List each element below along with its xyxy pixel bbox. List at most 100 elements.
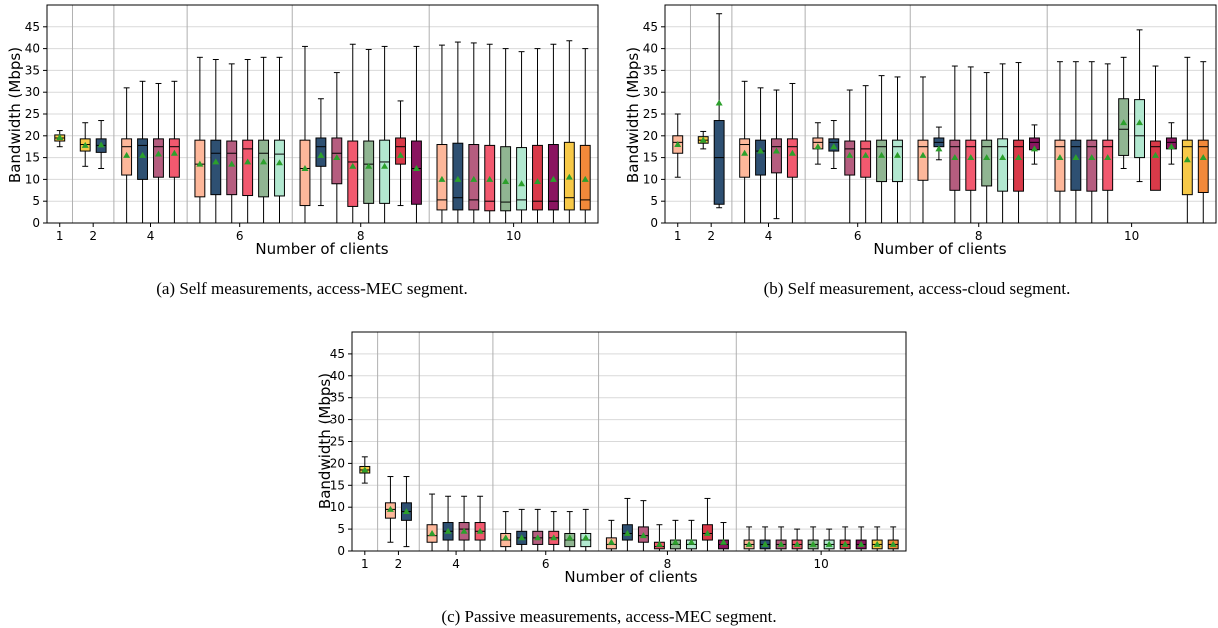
mean-marker: [655, 540, 663, 547]
x-tick-label: 10: [813, 557, 828, 571]
y-tick-label: 35: [330, 391, 345, 405]
y-tick-label: 0: [650, 216, 658, 230]
box: [379, 139, 391, 204]
mean-marker: [809, 540, 817, 547]
mean-marker: [397, 151, 405, 158]
box: [1150, 140, 1161, 191]
x-tick-label: 8: [664, 557, 672, 571]
y-tick-label: 15: [330, 478, 345, 492]
mean-marker: [228, 160, 236, 167]
axes-frame: [664, 4, 1217, 224]
x-tick-label: 4: [765, 229, 773, 243]
mean-marker: [889, 540, 897, 547]
box: [981, 139, 993, 187]
mean-marker: [999, 154, 1007, 161]
box: [331, 137, 343, 185]
mean-marker: [502, 178, 510, 185]
mean-marker: [402, 508, 410, 515]
y-tick-label: 5: [650, 194, 658, 208]
mean-marker: [1167, 143, 1175, 150]
mean-marker: [951, 154, 959, 161]
mean-marker: [454, 175, 462, 182]
mean-marker: [814, 143, 822, 150]
x-tick-label: 10: [506, 229, 521, 243]
mean-marker: [486, 175, 494, 182]
mean-marker: [841, 540, 849, 547]
mean-marker: [788, 149, 796, 156]
y-tick-label: 30: [643, 85, 658, 99]
mean-marker: [935, 145, 943, 152]
x-tick-label: 1: [56, 229, 64, 243]
mean-marker: [878, 151, 886, 158]
mean-marker: [550, 534, 558, 541]
x-tick-label: 6: [542, 557, 550, 571]
mean-marker: [719, 538, 727, 545]
mean-marker: [671, 538, 679, 545]
x-tick-label: 8: [975, 229, 983, 243]
x-tick-label: 4: [147, 229, 155, 243]
box: [299, 139, 311, 207]
mean-marker: [846, 151, 854, 158]
mean-marker: [715, 99, 723, 106]
figure-caption: (c) Passive measurements, access-MEC seg…: [441, 607, 776, 626]
chart-panel-b: 0 5 10 15 20 25 30 35 40 45 1 2 4 6 8 10 Bandwidth (Mbp…: [624, 4, 1217, 298]
mean-marker: [476, 527, 484, 534]
mean-marker: [470, 175, 478, 182]
mean-marker: [412, 165, 420, 171]
mean-marker: [745, 540, 753, 547]
box: [1086, 139, 1098, 192]
x-tick-label: 6: [236, 229, 244, 243]
mean-marker: [349, 162, 357, 169]
y-tick-label: 40: [330, 369, 345, 383]
box: [876, 139, 888, 183]
box: [242, 139, 254, 197]
y-tick-label: 10: [643, 172, 658, 186]
x-tick-label: 10: [1124, 229, 1139, 243]
mean-marker: [857, 540, 865, 547]
mean-marker: [967, 154, 975, 161]
box: [1181, 139, 1193, 196]
mean-marker: [361, 466, 369, 473]
mean-marker: [894, 151, 902, 158]
mean-marker: [687, 538, 695, 545]
mean-marker: [639, 532, 647, 539]
box: [844, 140, 856, 176]
y-tick-label: 15: [643, 151, 658, 165]
mean-marker: [139, 151, 147, 158]
mean-marker: [276, 159, 284, 166]
box: [411, 140, 422, 205]
mean-marker: [1030, 145, 1038, 152]
y-tick-label: 40: [25, 42, 40, 56]
y-axis-label: Bandwidth (Mbps): [316, 373, 334, 509]
mean-marker: [1151, 151, 1159, 158]
mean-marker: [919, 151, 927, 158]
mean-marker: [761, 540, 769, 547]
box: [892, 139, 903, 183]
y-tick-label: 0: [32, 216, 40, 230]
box: [347, 140, 359, 207]
mean-marker: [97, 141, 105, 148]
mean-marker: [1120, 119, 1128, 126]
plot-area: 0 5 10 15 20 25 30 35 40 45 1 2 4 6 8 10: [25, 4, 599, 243]
mean-marker: [549, 175, 557, 182]
mean-marker: [386, 505, 394, 512]
mean-marker: [534, 534, 542, 541]
mean-marker: [301, 165, 309, 171]
y-axis-label: Bandwidth (Mbps): [624, 47, 642, 183]
x-tick-label: 2: [395, 557, 403, 571]
x-tick-label: 8: [357, 229, 365, 243]
mean-marker: [428, 529, 436, 536]
y-tick-label: 25: [643, 107, 658, 121]
box: [153, 138, 164, 178]
x-tick-label: 6: [854, 229, 862, 243]
x-tick-label: 2: [89, 229, 97, 243]
box: [210, 139, 222, 196]
y-tick-label: 15: [25, 151, 40, 165]
plot-area: 0 5 10 15 20 25 30 35 40 45 1 2 4 6 8 10: [643, 4, 1217, 243]
box: [965, 139, 977, 191]
box: [739, 138, 751, 178]
chart-panel-a: 0 5 10 15 20 25 30 35 40 45 1 2 4 6 8 10 Bandwidth (Mbp…: [6, 4, 599, 298]
box: [1054, 139, 1066, 192]
y-tick-label: 25: [25, 107, 40, 121]
box: [755, 139, 766, 176]
